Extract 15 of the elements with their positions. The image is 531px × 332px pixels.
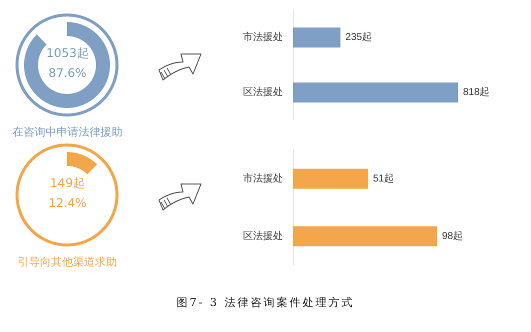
data-label: 98起 — [442, 230, 464, 242]
y-tick-label: 市法援处 — [243, 31, 283, 43]
text: 149起 — [50, 176, 85, 190]
text: 在咨询中申请法律援助 — [12, 126, 122, 138]
caption: 图7- 3 法律咨询案件处理方式 — [176, 295, 356, 310]
y-tick-label: 区法援处 — [243, 230, 283, 242]
text: 87.6% — [48, 66, 87, 80]
data-label: 818起 — [463, 86, 490, 98]
data-label: 51起 — [372, 172, 394, 184]
text: 引导向其他渠道求助 — [18, 256, 117, 268]
text: 12.4% — [48, 196, 87, 210]
data-label: 235起 — [345, 31, 372, 43]
text: 1053起 — [46, 46, 89, 60]
y-tick-label: 市法援处 — [243, 172, 283, 184]
y-tick-label: 区法援处 — [243, 86, 283, 98]
